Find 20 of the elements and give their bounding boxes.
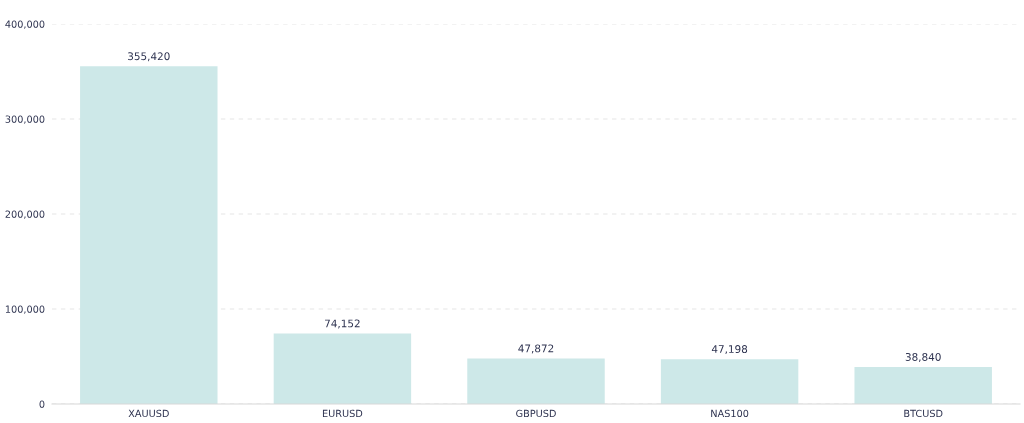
data-label: 47,872	[518, 344, 554, 354]
x-tick-label: EURUSD	[322, 409, 363, 418]
y-tick-label: 0	[39, 400, 45, 408]
data-label: 47,198	[711, 345, 748, 355]
y-tick-label: 200,000	[5, 210, 45, 219]
x-tick-label: GBPUSD	[516, 409, 556, 418]
bar	[854, 367, 992, 404]
y-tick-label: 400,000	[5, 20, 45, 29]
x-tick-label: NAS100	[711, 409, 749, 418]
x-tick-label: XAUUSD	[128, 409, 169, 418]
bar	[80, 66, 218, 404]
bar	[467, 358, 605, 404]
y-tick-label: 100,000	[5, 305, 45, 314]
data-label: 38,840	[905, 353, 941, 362]
bar	[273, 333, 412, 404]
bar	[660, 359, 799, 404]
data-label: 74,152	[325, 319, 360, 329]
data-label: 355,420	[128, 52, 170, 62]
y-tick-label: 300,000	[5, 115, 45, 124]
x-tick-label: BTCUSD	[904, 409, 943, 418]
